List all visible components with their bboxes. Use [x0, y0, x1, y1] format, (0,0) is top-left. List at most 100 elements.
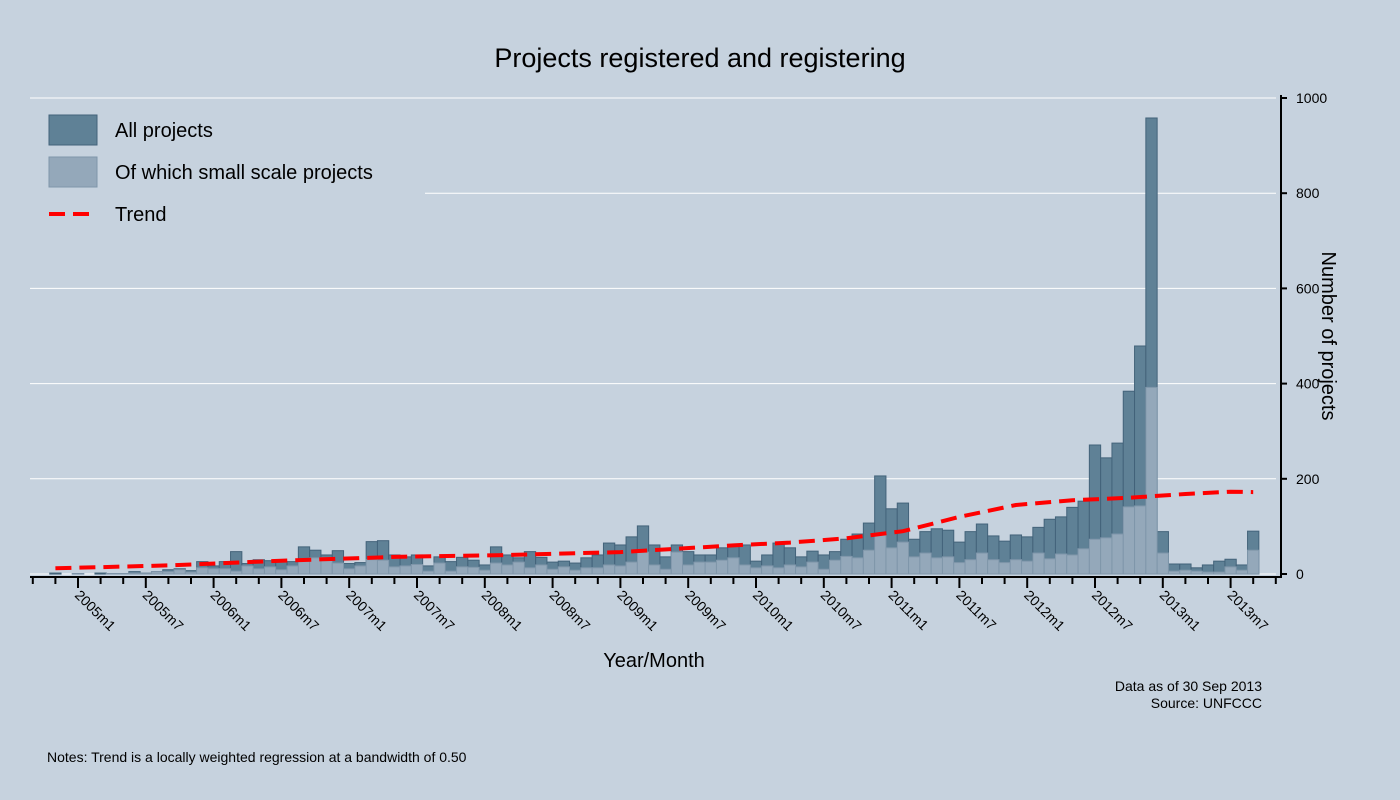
bar-small-scale [975, 552, 989, 575]
bar-small-scale [1247, 549, 1260, 575]
bar-small-scale [196, 567, 209, 575]
x-tick-label: 2007m7 [411, 587, 458, 634]
x-tick-label: 2012m7 [1089, 587, 1136, 634]
bar-small-scale [184, 571, 198, 575]
bar-small-scale [795, 566, 808, 575]
bar-small-scale [851, 557, 864, 575]
bar-small-scale [953, 562, 966, 575]
bar-small-scale [173, 569, 186, 575]
bar-small-scale [444, 570, 458, 575]
bar-small-scale [422, 570, 435, 575]
legend-swatch-small [48, 156, 98, 188]
bar-small-scale [218, 568, 232, 575]
x-axis-title: Year/Month [603, 650, 705, 672]
bar-small-scale [433, 562, 446, 575]
x-tick-label: 2006m7 [275, 587, 322, 634]
y-tick-label: 0 [1296, 566, 1304, 582]
bar-small-scale [908, 556, 921, 575]
bar-small-scale [1167, 570, 1181, 575]
bar-small-scale [286, 565, 299, 575]
trend-line [55, 489, 1254, 571]
y-tick-label: 600 [1296, 280, 1320, 296]
bar-small-scale [1043, 558, 1056, 575]
y-tick-label: 200 [1296, 471, 1320, 487]
bar-small-scale [569, 569, 582, 575]
bar-small-scale [1122, 506, 1136, 575]
bar-small-scale [467, 566, 480, 575]
y-axis-title: Number of projects [1317, 252, 1339, 421]
bar-small-scale [964, 559, 977, 575]
x-tick-label: 2009m7 [682, 587, 729, 634]
x-tick-label: 2005m1 [72, 587, 119, 634]
bar-small-scale [614, 565, 627, 575]
bar-small-scale [354, 565, 367, 575]
bar-small-scale [1224, 566, 1237, 575]
bar-all-projects [49, 572, 62, 575]
bar-small-scale [749, 567, 763, 575]
bar-small-scale [263, 566, 277, 575]
bar-small-scale [806, 561, 819, 575]
trend-line-path [55, 489, 1254, 571]
bar-small-scale [1077, 548, 1090, 575]
bar-small-scale [1201, 571, 1215, 575]
bar-small-scale [659, 568, 672, 575]
bar-small-scale [919, 552, 932, 575]
bar-small-scale [331, 562, 345, 575]
bar-small-scale [252, 568, 265, 575]
bar-small-scale [772, 567, 785, 575]
bar-small-scale [1100, 537, 1113, 575]
bar-small-scale [139, 572, 152, 575]
source-note: Source: UNFCCC [1151, 695, 1262, 711]
bar-small-scale [738, 564, 751, 575]
bar-small-scale [546, 568, 559, 575]
x-tick-label: 2010m7 [818, 587, 865, 634]
bar-small-scale [162, 571, 175, 575]
legend-label-small: Of which small scale projects [115, 162, 373, 184]
x-tick-label: 2013m7 [1224, 587, 1271, 634]
bar-small-scale [557, 566, 571, 575]
bar-small-scale [1021, 560, 1034, 575]
bar-small-scale [648, 564, 661, 575]
bar-small-scale [682, 564, 695, 575]
bar-small-scale [862, 549, 876, 575]
bar-small-scale [535, 564, 548, 575]
bar-small-scale [1190, 570, 1203, 575]
bar-small-scale [761, 565, 774, 575]
legend-swatch-all [48, 114, 98, 146]
bar-small-scale [828, 559, 842, 575]
x-tick-label: 2013m1 [1157, 587, 1204, 634]
bar-small-scale [1009, 559, 1023, 575]
y-tick-label: 400 [1296, 376, 1320, 392]
bar-small-scale [241, 565, 254, 575]
x-tick-label: 2005m7 [140, 587, 187, 634]
bar-small-scale [489, 562, 503, 575]
bar-small-scale [128, 572, 141, 575]
x-tick-label: 2008m1 [479, 587, 526, 634]
bar-small-scale [783, 564, 797, 575]
bar-small-scale [523, 567, 537, 575]
bar-small-scale [230, 570, 243, 575]
y-tick-label: 800 [1296, 185, 1320, 201]
x-tick-label: 2009m1 [614, 587, 661, 634]
bar-small-scale [275, 569, 288, 575]
chart-title: Projects registered and registering [494, 43, 905, 73]
x-tick-label: 2006m1 [207, 587, 254, 634]
bar-small-scale [1156, 552, 1169, 575]
bar-all-projects [94, 572, 107, 575]
bar-small-scale [1145, 386, 1158, 575]
bar-small-scale [987, 559, 1000, 575]
bars [49, 117, 1260, 575]
bar-small-scale [309, 557, 322, 575]
bar-small-scale [388, 566, 401, 575]
bar-small-scale [1054, 553, 1068, 575]
legend-label-trend: Trend [115, 204, 167, 226]
bar-small-scale [817, 568, 830, 575]
bar-small-scale [998, 562, 1011, 575]
bar-small-scale [399, 565, 412, 575]
bar-small-scale [150, 571, 164, 575]
bar-small-scale [343, 568, 356, 575]
bar-small-scale [1213, 571, 1226, 575]
bar-small-scale [591, 567, 604, 575]
bar-small-scale [1111, 533, 1124, 575]
